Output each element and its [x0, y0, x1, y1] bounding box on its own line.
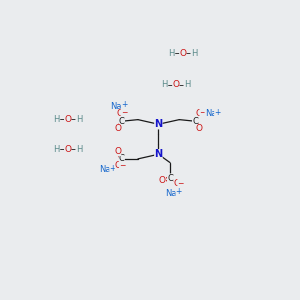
- Text: O: O: [173, 179, 181, 188]
- Text: N: N: [154, 119, 163, 129]
- Text: C: C: [119, 154, 125, 164]
- Text: C: C: [167, 174, 173, 183]
- Text: O: O: [64, 145, 71, 154]
- Text: O: O: [115, 124, 122, 134]
- Text: Na: Na: [110, 102, 122, 111]
- Text: O: O: [159, 176, 166, 185]
- Text: H: H: [191, 49, 197, 58]
- Text: H: H: [76, 115, 82, 124]
- Text: O: O: [114, 147, 121, 156]
- Text: O: O: [179, 49, 186, 58]
- Text: Na: Na: [99, 166, 110, 175]
- Text: +: +: [214, 108, 220, 117]
- Text: Na: Na: [205, 109, 216, 118]
- Text: −: −: [200, 108, 206, 117]
- Text: H: H: [53, 145, 60, 154]
- Text: +: +: [176, 187, 182, 196]
- Text: H: H: [76, 145, 82, 154]
- Text: O: O: [116, 109, 124, 118]
- Text: H: H: [161, 80, 168, 89]
- Text: O: O: [196, 109, 202, 118]
- Text: C: C: [119, 117, 125, 126]
- Text: C: C: [192, 117, 198, 126]
- Text: H: H: [184, 80, 190, 89]
- Text: −: −: [119, 161, 126, 170]
- Text: H: H: [169, 49, 175, 58]
- Text: −: −: [121, 108, 127, 117]
- Text: O: O: [195, 124, 202, 134]
- Text: O: O: [172, 80, 179, 89]
- Text: N: N: [154, 149, 163, 159]
- Text: O: O: [64, 115, 71, 124]
- Text: +: +: [121, 100, 128, 109]
- Text: O: O: [115, 161, 122, 170]
- Text: +: +: [110, 164, 116, 172]
- Text: H: H: [53, 115, 60, 124]
- Text: Na: Na: [165, 189, 176, 198]
- Text: −: −: [178, 179, 184, 188]
